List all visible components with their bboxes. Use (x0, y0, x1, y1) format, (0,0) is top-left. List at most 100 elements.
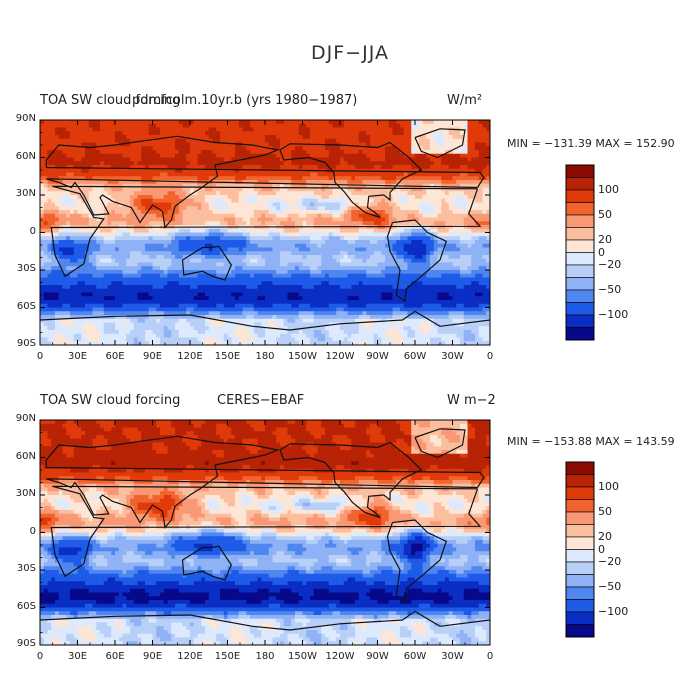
field-cell (55, 206, 60, 211)
field-cell (231, 138, 236, 143)
field-cell (385, 187, 390, 192)
field-cell (58, 221, 63, 226)
field-cell (223, 206, 228, 211)
field-cell (283, 255, 288, 260)
field-cell (261, 206, 266, 211)
field-cell (287, 127, 292, 132)
field-cell (400, 120, 405, 125)
field-cell (231, 165, 236, 170)
field-cell (77, 255, 82, 260)
field-cell (430, 135, 435, 140)
field-cell (328, 243, 333, 248)
field-cell (298, 255, 303, 260)
field-cell (280, 120, 285, 125)
field-cell (92, 191, 97, 196)
panel2-title-left: TOA SW cloud forcing (40, 393, 181, 408)
field-cell (40, 217, 45, 222)
field-cell (223, 221, 228, 226)
field-cell (407, 206, 412, 211)
field-cell (208, 247, 213, 252)
field-cell (321, 240, 326, 245)
field-cell (242, 202, 247, 207)
field-cell (343, 120, 348, 125)
field-cell (156, 221, 161, 226)
field-cell (242, 180, 247, 185)
field-cell (58, 161, 63, 166)
field-cell (407, 266, 412, 271)
field-cell (227, 187, 232, 192)
field-cell (381, 206, 386, 211)
field-cell (388, 131, 393, 136)
field-cell (328, 270, 333, 275)
field-cell (160, 180, 165, 185)
field-cell (141, 270, 146, 275)
field-cell (190, 221, 195, 226)
field-cell (325, 146, 330, 151)
field-cell (178, 176, 183, 181)
field-cell (358, 262, 363, 267)
field-cell (130, 161, 135, 166)
field-cell (426, 153, 431, 158)
field-cell (467, 240, 472, 245)
field-cell (167, 198, 172, 203)
field-cell (212, 153, 217, 158)
field-cell (227, 195, 232, 200)
field-cell (441, 210, 446, 215)
field-cell (51, 142, 56, 147)
field-cell (115, 228, 120, 233)
field-cell (437, 191, 442, 196)
field-cell (268, 131, 273, 136)
field-cell (396, 153, 401, 158)
field-cell (148, 221, 153, 226)
field-cell (313, 213, 318, 218)
y-tick-label: 60N (15, 450, 36, 462)
field-cell (411, 202, 416, 207)
field-cell (463, 180, 468, 185)
field-cell (152, 202, 157, 207)
field-cell (73, 165, 78, 170)
field-cell (92, 258, 97, 263)
field-cell (208, 270, 213, 275)
field-cell (377, 251, 382, 256)
field-cell (100, 157, 105, 162)
field-cell (441, 258, 446, 263)
field-cell (482, 127, 487, 132)
field-cell (122, 228, 127, 233)
field-cell (167, 127, 172, 132)
field-cell (317, 138, 322, 143)
field-cell (272, 165, 277, 170)
field-cell (115, 168, 120, 173)
field-cell (276, 240, 281, 245)
field-cell (268, 120, 273, 125)
field-cell (261, 262, 266, 267)
field-cell (317, 150, 322, 155)
field-cell (482, 247, 487, 252)
field-cell (321, 150, 326, 155)
field-cell (373, 180, 378, 185)
field-cell (77, 202, 82, 207)
field-cell (197, 131, 202, 136)
field-cell (280, 142, 285, 147)
field-cell (287, 150, 292, 155)
field-cell (223, 150, 228, 155)
field-cell (58, 176, 63, 181)
field-cell (313, 232, 318, 237)
x-tick-label: 0 (486, 351, 494, 362)
field-cell (88, 195, 93, 200)
field-cell (51, 232, 56, 237)
field-cell (448, 187, 453, 192)
field-cell (437, 150, 442, 155)
field-cell (396, 262, 401, 267)
field-cell (283, 236, 288, 241)
field-cell (265, 213, 270, 218)
field-cell (426, 232, 431, 237)
field-cell (355, 123, 360, 128)
field-cell (370, 120, 375, 125)
field-cell (193, 262, 198, 267)
field-cell (385, 251, 390, 256)
field-cell (437, 165, 442, 170)
field-cell (100, 236, 105, 241)
field-cell (141, 198, 146, 203)
field-cell (478, 228, 483, 233)
field-cell (343, 258, 348, 263)
